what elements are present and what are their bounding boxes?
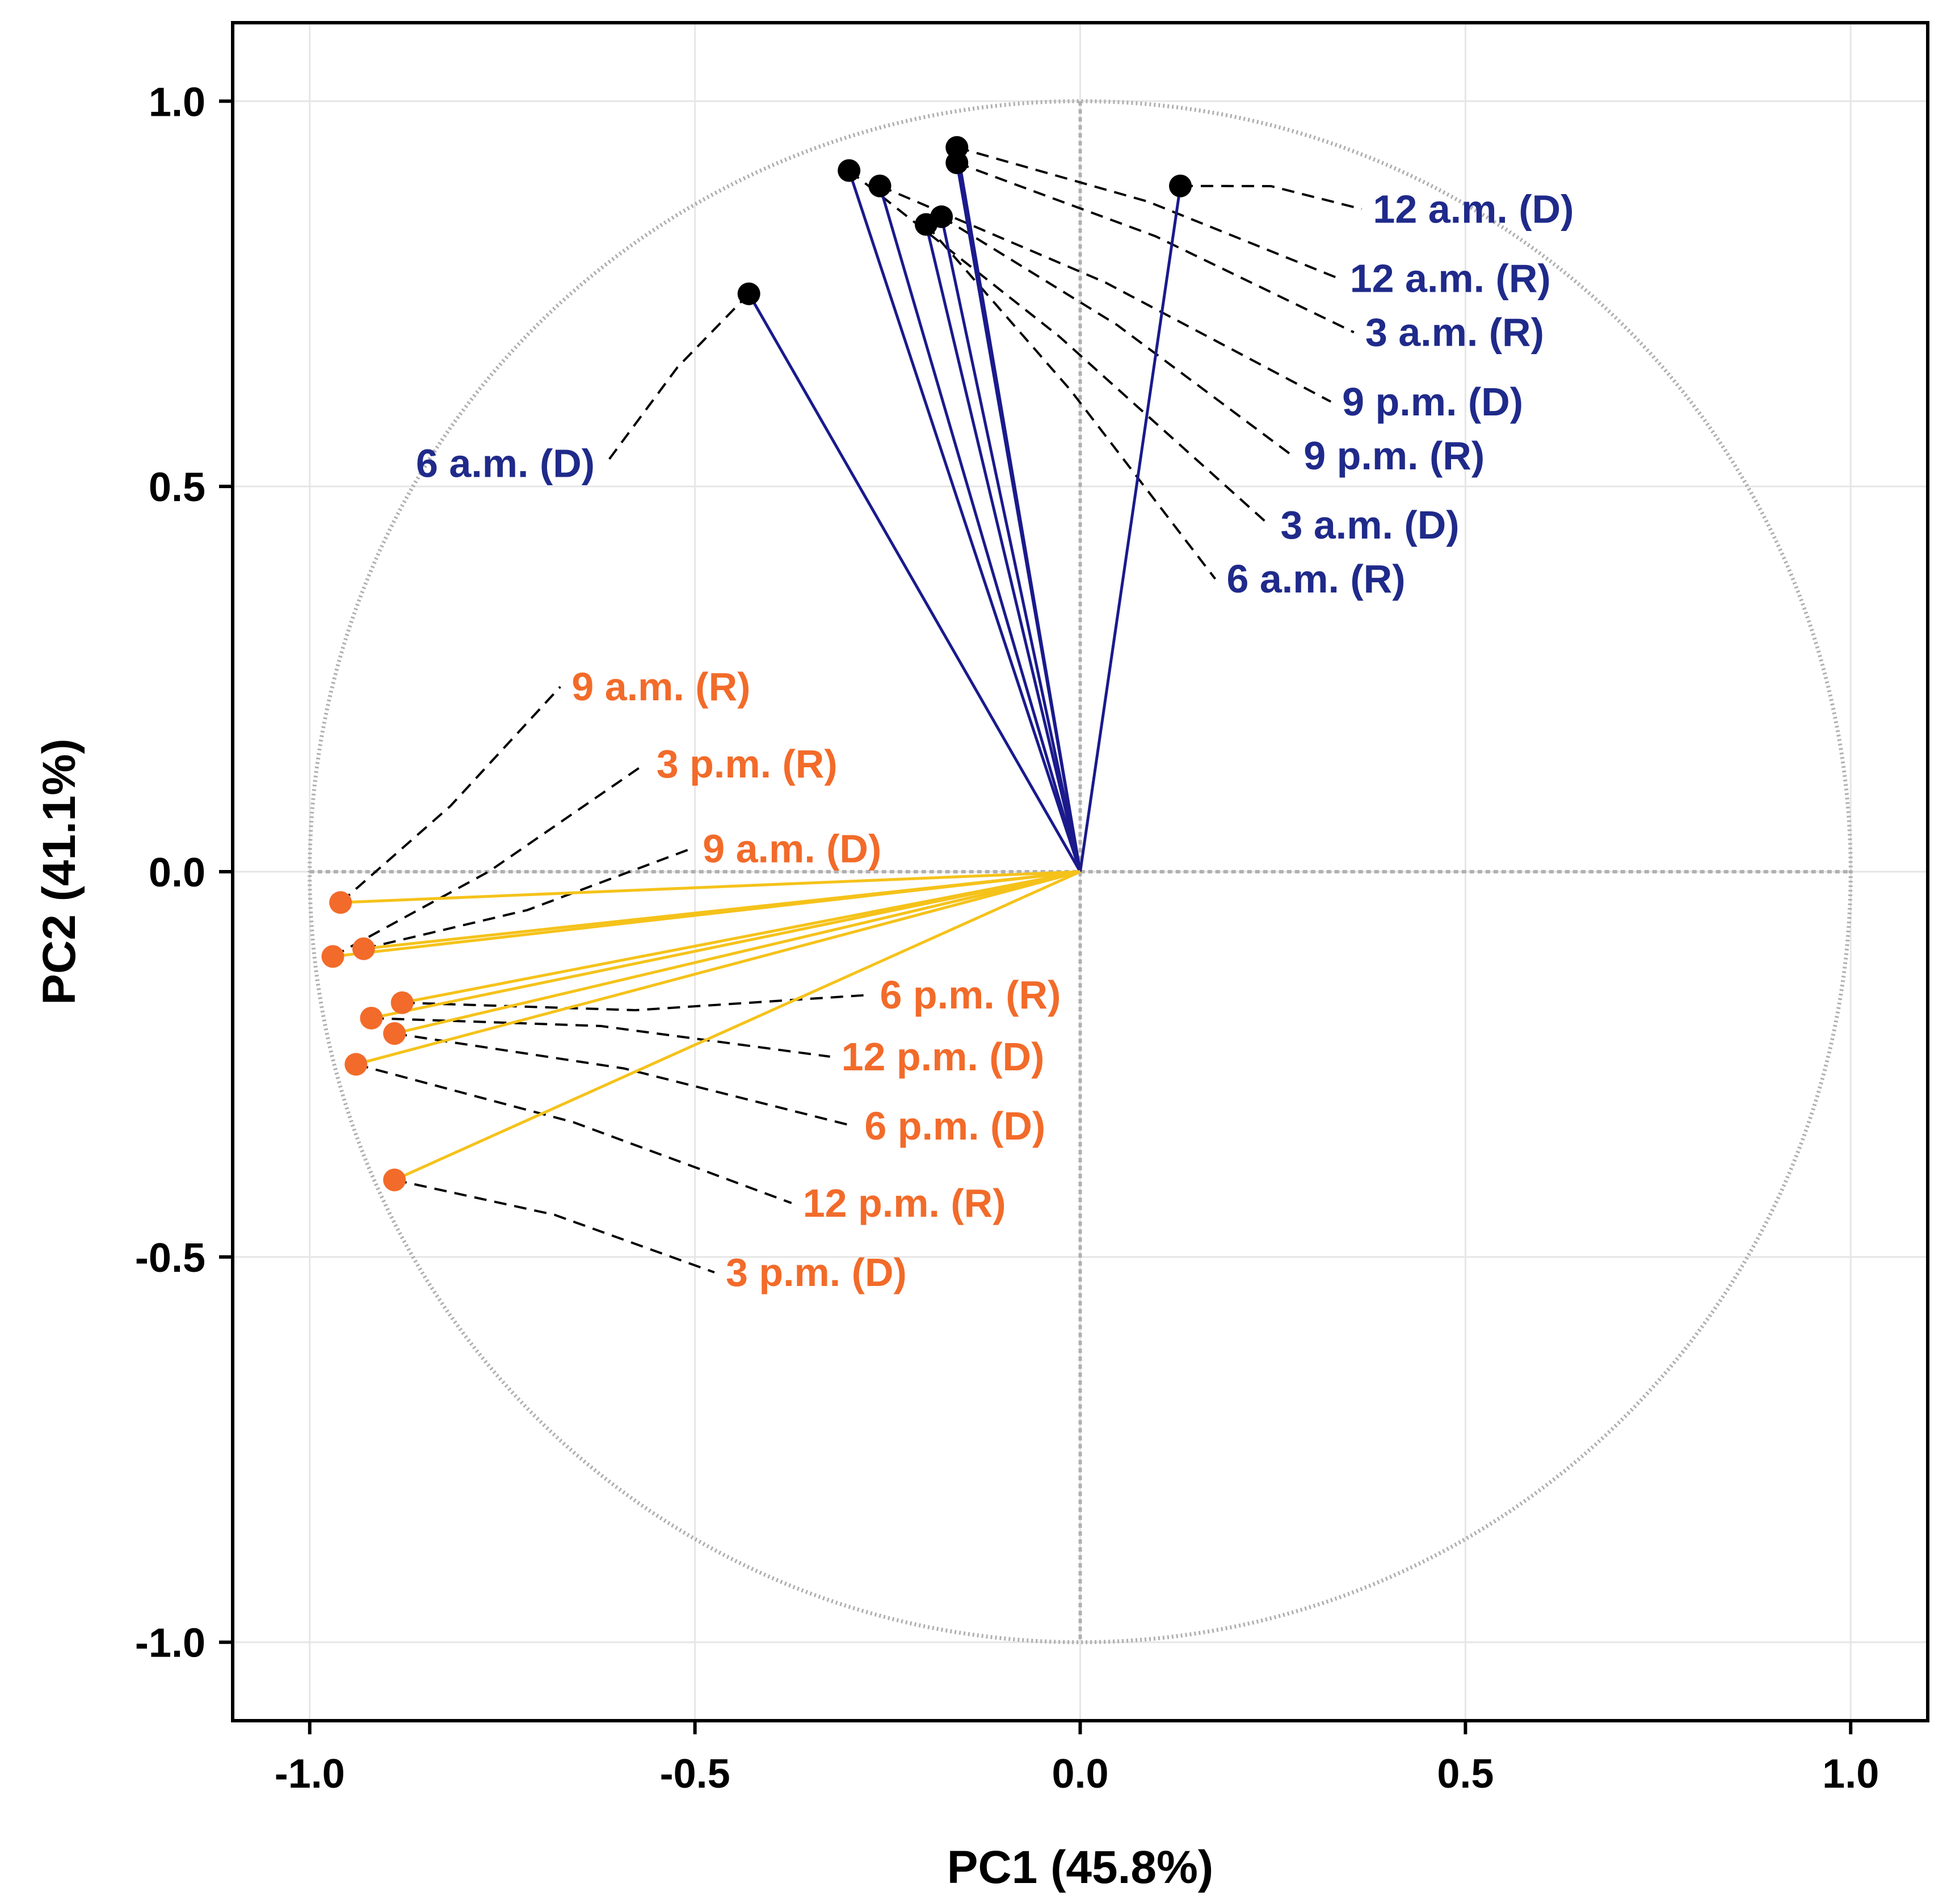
point-label: 3 a.m. (D) bbox=[1281, 503, 1460, 547]
x-tick-label: 1.0 bbox=[1822, 1751, 1879, 1797]
loading-points bbox=[321, 136, 1192, 1192]
loading-vector bbox=[394, 870, 1081, 1182]
label-leader-line bbox=[394, 1179, 715, 1273]
point-label: 9 p.m. (R) bbox=[1304, 434, 1485, 478]
loading-point bbox=[914, 213, 937, 236]
label-leader-line bbox=[371, 1016, 830, 1058]
point-label: 3 a.m. (R) bbox=[1365, 310, 1544, 355]
x-tick-label: 0.5 bbox=[1437, 1751, 1494, 1797]
point-label: 3 p.m. (D) bbox=[726, 1250, 907, 1294]
y-axis-title: PC2 (41.1%) bbox=[33, 738, 85, 1004]
point-label: 6 p.m. (R) bbox=[880, 973, 1061, 1017]
loading-vector bbox=[371, 870, 1081, 1020]
loading-vector bbox=[402, 870, 1080, 1004]
label-leader-line bbox=[1180, 184, 1362, 211]
loading-vector bbox=[955, 162, 1082, 872]
label-leader-line bbox=[339, 686, 561, 903]
loading-point bbox=[838, 159, 861, 182]
x-tick-label: 0.0 bbox=[1052, 1751, 1108, 1797]
loading-vectors bbox=[333, 147, 1182, 1182]
label-leader-line bbox=[848, 169, 1270, 526]
loading-point bbox=[383, 1022, 406, 1045]
y-tick-label: 0.0 bbox=[149, 850, 205, 896]
loading-point bbox=[390, 991, 414, 1014]
loading-vector bbox=[747, 293, 1082, 873]
loading-point bbox=[344, 1053, 368, 1076]
point-labels: 12 a.m. (D) 12 a.m. (R) 3 a.m. (R) 9 p.m. (… bbox=[416, 187, 1574, 1294]
loading-point bbox=[868, 174, 892, 197]
x-axis-ticks: -1.0 -0.5 0.0 0.5 1.0 bbox=[275, 1721, 1879, 1797]
label-leader-line bbox=[355, 1063, 792, 1204]
loading-point bbox=[383, 1169, 406, 1192]
loading-point bbox=[1169, 174, 1192, 197]
loading-vector bbox=[924, 224, 1082, 872]
point-label: 9 p.m. (D) bbox=[1342, 380, 1523, 424]
label-leader-line bbox=[956, 162, 1355, 334]
label-leader-line bbox=[956, 146, 1339, 280]
loading-point bbox=[737, 282, 760, 305]
label-leader-line bbox=[605, 293, 750, 464]
y-tick-label: 1.0 bbox=[149, 79, 205, 125]
loading-point bbox=[945, 151, 969, 174]
loading-vector bbox=[394, 870, 1081, 1035]
y-tick-label: 0.5 bbox=[149, 465, 205, 510]
point-label: 12 p.m. (D) bbox=[842, 1035, 1045, 1079]
point-label: 12 p.m. (R) bbox=[803, 1181, 1006, 1225]
point-label: 6 p.m. (D) bbox=[864, 1104, 1045, 1148]
x-tick-label: -1.0 bbox=[275, 1751, 345, 1797]
loading-vector bbox=[940, 216, 1082, 872]
label-leader-lines bbox=[332, 146, 1362, 1273]
loading-point bbox=[352, 937, 375, 960]
loading-vector bbox=[1079, 186, 1182, 872]
label-leader-line bbox=[925, 224, 1217, 580]
loading-vector bbox=[340, 870, 1080, 904]
loading-vector bbox=[847, 170, 1082, 872]
point-label: 6 a.m. (R) bbox=[1226, 557, 1405, 601]
label-leader-line bbox=[402, 994, 869, 1012]
label-leader-line bbox=[363, 847, 692, 950]
label-leader-line bbox=[394, 1032, 853, 1127]
loading-point bbox=[329, 891, 352, 914]
point-label: 6 a.m. (D) bbox=[416, 441, 595, 485]
point-label: 3 p.m. (R) bbox=[657, 742, 838, 786]
loading-point bbox=[360, 1006, 383, 1029]
label-leader-line bbox=[879, 184, 1332, 403]
loading-vector bbox=[878, 185, 1082, 872]
loading-vector bbox=[363, 870, 1080, 951]
x-tick-label: -0.5 bbox=[660, 1751, 730, 1797]
x-axis-title: PC1 (45.8%) bbox=[947, 1842, 1213, 1893]
point-label: 9 a.m. (D) bbox=[703, 826, 881, 871]
point-label: 9 a.m. (R) bbox=[571, 665, 750, 709]
label-leader-line bbox=[941, 216, 1293, 457]
y-tick-label: -1.0 bbox=[135, 1621, 205, 1666]
point-label: 12 a.m. (R) bbox=[1350, 257, 1551, 301]
y-tick-label: -0.5 bbox=[135, 1235, 205, 1281]
point-label: 12 a.m. (D) bbox=[1373, 187, 1574, 231]
loading-vector bbox=[355, 870, 1081, 1066]
y-axis-ticks: 1.0 0.5 0.0 -0.5 -1.0 bbox=[135, 79, 233, 1666]
loading-point bbox=[321, 945, 344, 968]
